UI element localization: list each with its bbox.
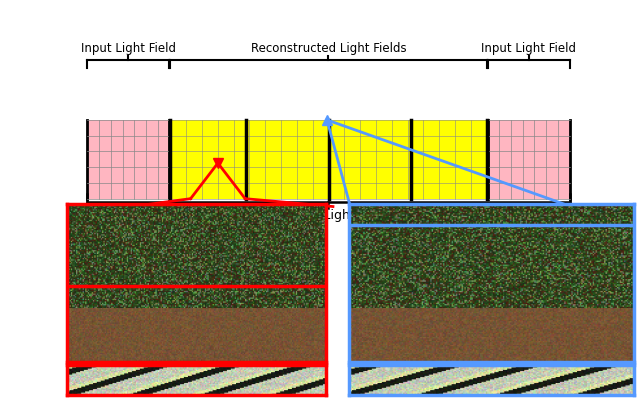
Text: Reconstructed Light Fields: Reconstructed Light Fields — [251, 42, 406, 55]
Bar — [88, 120, 169, 199]
Text: Input Light Field: Input Light Field — [481, 42, 576, 55]
Text: Input Light Field: Input Light Field — [81, 42, 176, 55]
Bar — [488, 120, 570, 199]
Bar — [170, 120, 487, 199]
Text: View
Image: View Image — [90, 253, 127, 281]
Text: Dense Light Field: Dense Light Field — [280, 209, 387, 222]
Text: EPI: EPI — [109, 335, 127, 348]
